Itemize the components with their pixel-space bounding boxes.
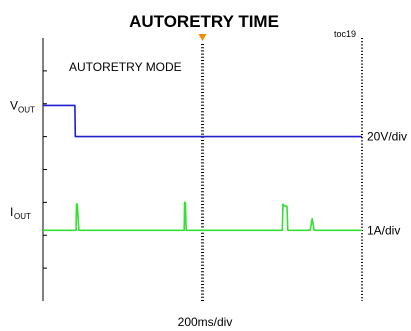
vout-label: V [10,98,18,112]
iout-trace [43,201,362,232]
chart-title: AUTORETRY TIME [129,12,279,31]
figure-id: toc19 [334,29,356,39]
iout-label-subscript: OUT [14,212,31,221]
iout-scale-label: 1A/div [367,223,400,237]
x-axis-label: 200ms/div [178,315,233,329]
trigger-marker [198,34,207,41]
vout-scale-label: 20V/div [367,130,407,144]
mode-annotation: AUTORETRY MODE [69,60,182,74]
vout-label-subscript: OUT [18,105,35,114]
vout-trace [43,104,362,138]
plot-frame [42,34,363,301]
iout-label: I [10,205,13,219]
traces [43,104,362,232]
